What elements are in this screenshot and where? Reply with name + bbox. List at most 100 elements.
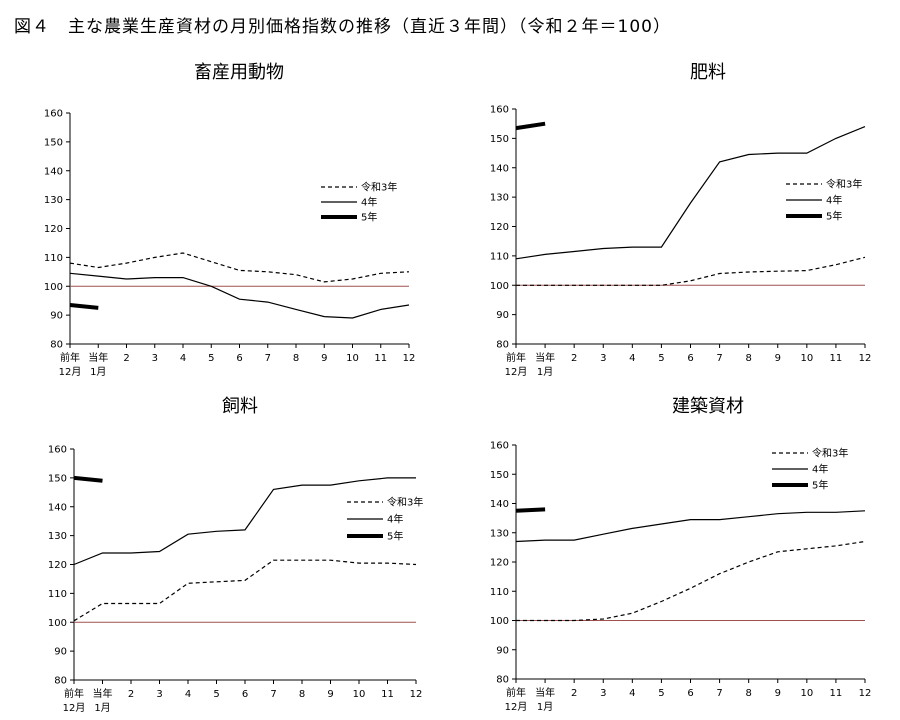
legend-label: 令和3年 [826, 178, 862, 191]
y-tick-label: 160 [490, 441, 509, 452]
y-tick-label: 130 [44, 195, 63, 206]
y-tick-label: 80 [54, 676, 67, 687]
x-tick-label: 4 [185, 689, 191, 700]
chart-title: 建築資材 [672, 396, 744, 417]
x-tick-label: 8 [293, 353, 299, 364]
x-tick-label: 前年 [60, 351, 80, 364]
page-title: 図４ 主な農業生産資材の月別価格指数の推移（直近３年間）（令和２年＝100） [14, 17, 671, 37]
x-tick-label: 11 [374, 353, 387, 364]
chart-title: 畜産用動物 [194, 62, 284, 83]
legend-label: 令和3年 [361, 181, 397, 194]
x-tick-label: 当年 [93, 687, 113, 700]
x-tick-label: 9 [775, 688, 781, 699]
x-tick-label: 9 [321, 353, 327, 364]
x-tick-label: 12 [859, 688, 872, 699]
x-tick-label: 6 [687, 688, 693, 699]
x-tick-label: 4 [180, 353, 186, 364]
x-tick-label: 12 [403, 353, 416, 364]
y-tick-label: 150 [490, 134, 509, 145]
x-tick-label: 6 [687, 353, 693, 364]
x-tick-label: 10 [346, 353, 359, 364]
x-tick-label: 11 [381, 689, 394, 700]
x-tick-label: 8 [299, 689, 305, 700]
chart-title: 飼料 [222, 396, 258, 417]
y-tick-label: 140 [490, 163, 509, 174]
series-line-3 [515, 121, 546, 131]
legend-label: 4年 [387, 513, 403, 526]
y-tick-label: 130 [490, 528, 509, 539]
x-tick-sublabel: 1月 [537, 701, 553, 713]
y-tick-label: 80 [50, 340, 63, 351]
series-line-2 [515, 126, 866, 260]
legend-label: 5年 [826, 210, 842, 223]
x-tick-sublabel: 12月 [505, 366, 528, 378]
x-tick-label: 8 [745, 688, 751, 699]
x-tick-label: 5 [208, 353, 214, 364]
y-tick-label: 140 [490, 499, 509, 510]
y-tick-label: 90 [496, 310, 509, 321]
x-tick-label: 7 [716, 353, 722, 364]
y-tick-label: 120 [48, 560, 67, 571]
x-tick-sublabel: 12月 [505, 701, 528, 713]
legend-label: 5年 [812, 479, 828, 492]
x-tick-label: 5 [213, 689, 219, 700]
series-line-2 [69, 272, 410, 319]
y-tick-label: 110 [490, 251, 509, 262]
y-tick-label: 90 [54, 647, 67, 658]
x-tick-sublabel: 1月 [94, 702, 110, 714]
chart-title: 肥料 [690, 62, 726, 83]
series-line-1 [516, 256, 866, 286]
x-tick-label: 4 [629, 688, 635, 699]
y-tick-label: 140 [48, 502, 67, 513]
y-tick-label: 100 [490, 616, 509, 627]
y-tick-label: 140 [44, 166, 63, 177]
x-tick-label: 当年 [88, 351, 108, 364]
series-line-3 [69, 303, 99, 310]
x-tick-label: 2 [571, 353, 577, 364]
x-tick-label: 4 [629, 353, 635, 364]
x-tick-label: 12 [410, 689, 423, 700]
y-tick-label: 100 [44, 282, 63, 293]
x-tick-label: 7 [270, 689, 276, 700]
y-tick-label: 160 [48, 445, 67, 456]
y-tick-label: 100 [490, 281, 509, 292]
x-tick-label: 3 [152, 353, 158, 364]
x-tick-label: 11 [830, 353, 843, 364]
x-tick-label: 10 [800, 688, 813, 699]
y-tick-label: 80 [496, 675, 509, 686]
series-line-1 [69, 252, 410, 283]
y-tick-label: 120 [490, 558, 509, 569]
y-tick-label: 110 [44, 253, 63, 264]
x-tick-label: 5 [658, 688, 664, 699]
x-tick-label: 8 [745, 353, 751, 364]
x-tick-label: 5 [658, 353, 664, 364]
x-tick-label: 10 [800, 353, 813, 364]
x-tick-label: 12 [859, 353, 872, 364]
x-tick-sublabel: 12月 [63, 702, 86, 714]
x-tick-label: 3 [600, 353, 606, 364]
x-tick-label: 10 [353, 689, 366, 700]
legend-label: 令和3年 [812, 447, 848, 460]
series-line-1 [73, 559, 417, 622]
y-tick-label: 120 [44, 224, 63, 235]
x-tick-label: 7 [265, 353, 271, 364]
legend-label: 4年 [361, 196, 377, 209]
y-tick-label: 110 [490, 587, 509, 598]
y-tick-label: 130 [48, 531, 67, 542]
x-tick-label: 当年 [535, 351, 555, 364]
y-tick-label: 150 [490, 470, 509, 481]
y-tick-label: 120 [490, 222, 509, 233]
x-tick-label: 前年 [64, 687, 84, 700]
x-tick-label: 9 [775, 353, 781, 364]
x-tick-label: 3 [600, 688, 606, 699]
y-tick-label: 160 [490, 105, 509, 116]
y-tick-label: 110 [48, 589, 67, 600]
x-tick-label: 3 [156, 689, 162, 700]
series-line-2 [515, 510, 866, 543]
y-tick-label: 150 [48, 473, 67, 484]
x-tick-label: 6 [242, 689, 248, 700]
